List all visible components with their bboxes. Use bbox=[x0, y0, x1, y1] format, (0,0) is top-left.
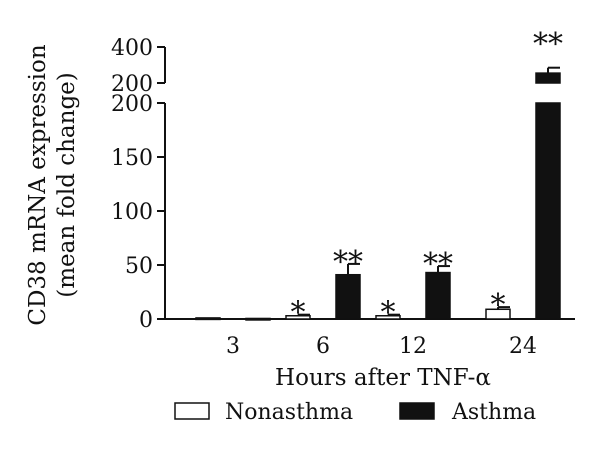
y-tick-label: 100 bbox=[111, 200, 153, 225]
bar-asthma-3 bbox=[245, 317, 271, 321]
significance-marker: * bbox=[291, 296, 306, 331]
bar-asthma-24-upper bbox=[535, 72, 561, 84]
y-tick-label-upper: 400 bbox=[111, 36, 153, 61]
legend-label-asthma: Asthma bbox=[451, 400, 536, 425]
bar-asthma-24-lower bbox=[535, 102, 561, 320]
y-axis-label-line1: CD38 mRNA expression bbox=[25, 44, 51, 326]
legend-swatch-nonasthma bbox=[174, 402, 210, 420]
bars bbox=[195, 66, 561, 321]
y-axis-label: CD38 mRNA expression (mean fold change) bbox=[25, 44, 80, 326]
y-tick-label-upper: 200 bbox=[111, 72, 153, 97]
legend: Nonasthma Asthma bbox=[174, 400, 536, 425]
significance-markers: ********* bbox=[291, 27, 564, 331]
x-tick-label: 3 bbox=[226, 334, 240, 359]
legend-label-nonasthma: Nonasthma bbox=[225, 400, 353, 425]
y-tick-label: 200 bbox=[111, 92, 153, 117]
significance-marker: * bbox=[491, 288, 506, 323]
significance-marker: ** bbox=[533, 27, 563, 62]
x-axis-label: Hours after TNF-α bbox=[275, 365, 491, 391]
y-tick-label: 50 bbox=[125, 254, 153, 279]
x-tick-label: 12 bbox=[399, 334, 427, 359]
significance-marker: ** bbox=[333, 245, 363, 280]
y-axis-label-line2: (mean fold change) bbox=[54, 72, 80, 298]
significance-marker: * bbox=[381, 296, 396, 331]
bar-asthma-6 bbox=[335, 273, 361, 320]
y-tick-label: 150 bbox=[111, 146, 153, 171]
y-tick-label: 0 bbox=[139, 308, 153, 333]
significance-marker: ** bbox=[423, 247, 453, 282]
bar-nonasthma-3 bbox=[195, 317, 221, 321]
legend-swatch-asthma bbox=[399, 402, 435, 420]
x-tick-label: 6 bbox=[316, 334, 330, 359]
x-tick-label: 24 bbox=[509, 334, 537, 359]
